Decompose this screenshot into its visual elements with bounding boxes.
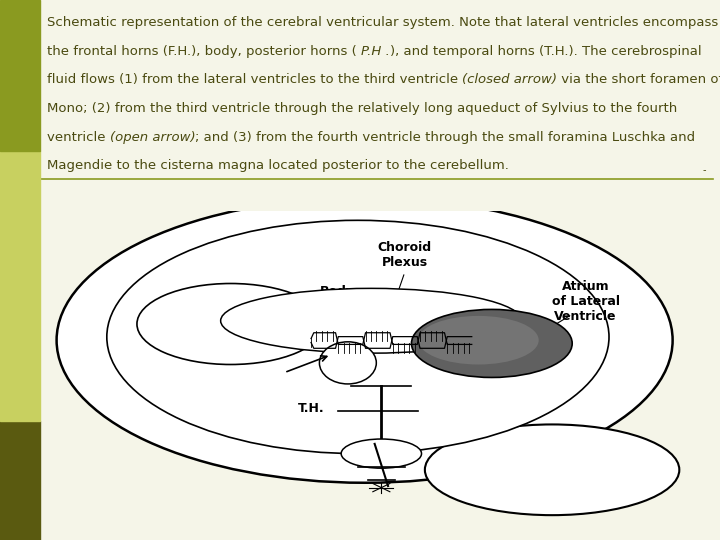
Text: the frontal horns (F.H.), body, posterior horns (: the frontal horns (F.H.), body, posterio… [47,45,361,58]
Ellipse shape [57,198,672,483]
Text: Schematic representation of the cerebral ventricular system. Note that lateral v: Schematic representation of the cerebral… [47,16,718,29]
Ellipse shape [412,309,572,377]
Bar [0,421,40,540]
Ellipse shape [418,316,539,364]
Text: P.H .: P.H . [361,45,390,58]
Ellipse shape [320,342,377,384]
Bar [0,0,40,151]
Text: ventricle: ventricle [47,131,109,144]
Text: Body: Body [320,285,356,298]
Ellipse shape [425,424,679,515]
Ellipse shape [341,439,421,468]
Text: (closed arrow): (closed arrow) [462,73,557,86]
Text: ; and (3) from the fourth ventricle through the small foramina Luschka and: ; and (3) from the fourth ventricle thro… [195,131,696,144]
Text: fluid flows (1) from the lateral ventricles to the third ventricle: fluid flows (1) from the lateral ventric… [47,73,462,86]
Text: Magendie to the cisterna magna located posterior to the cerebellum.: Magendie to the cisterna magna located p… [47,159,508,172]
Text: P.H.: P.H. [502,358,528,371]
Text: Mono; (2) from the third ventricle through the relatively long aqueduct of Sylvi: Mono; (2) from the third ventricle throu… [47,102,677,115]
Text: F.H.: F.H. [201,347,228,360]
Bar [0,151,40,421]
Ellipse shape [107,220,609,454]
Text: T.H.: T.H. [298,402,324,415]
Text: (open arrow): (open arrow) [109,131,195,144]
Text: Choroid
Plexus: Choroid Plexus [378,241,432,269]
Text: via the short foramen of: via the short foramen of [557,73,720,86]
Text: ), and temporal horns (T.H.). The cerebrospinal: ), and temporal horns (T.H.). The cerebr… [390,45,701,58]
Ellipse shape [220,288,522,353]
Text: -: - [702,165,706,175]
Text: Atrium
of Lateral
Ventricle: Atrium of Lateral Ventricle [552,280,620,323]
Ellipse shape [137,284,325,364]
